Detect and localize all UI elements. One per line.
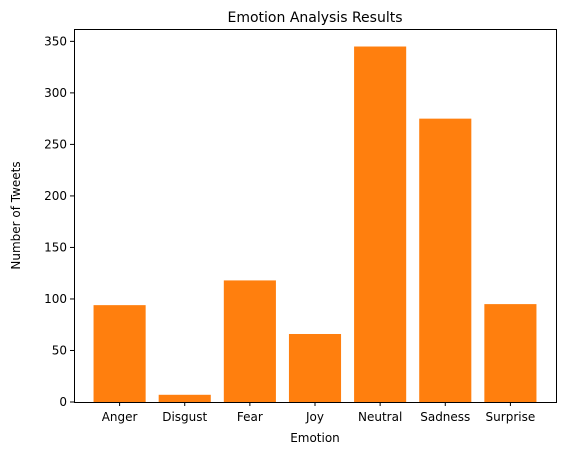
y-tick-label: 250 — [44, 137, 67, 151]
x-tick-label: Joy — [305, 410, 324, 424]
x-tick-label: Fear — [237, 410, 263, 424]
y-tick-label: 300 — [44, 86, 67, 100]
bars-group — [94, 47, 537, 402]
x-tick-label: Sadness — [420, 410, 470, 424]
y-axis-ticks: 0 50 100 150 200 250 300 350 — [44, 34, 74, 409]
x-tick-label: Neutral — [358, 410, 402, 424]
y-tick-label: 200 — [44, 189, 67, 203]
y-tick-label: 150 — [44, 240, 67, 254]
x-tick-label: Surprise — [486, 410, 536, 424]
bar-anger — [94, 305, 146, 402]
y-tick-label: 100 — [44, 292, 67, 306]
bar-neutral — [354, 47, 406, 402]
chart-title: Emotion Analysis Results — [228, 10, 403, 26]
y-tick-label: 50 — [52, 343, 67, 357]
bar-surprise — [484, 304, 536, 402]
bar-sadness — [419, 119, 471, 402]
bar-joy — [289, 334, 341, 402]
x-axis-title: Emotion — [290, 431, 340, 445]
bar-fear — [224, 280, 276, 402]
y-tick-label: 350 — [44, 34, 67, 48]
y-tick-label: 0 — [59, 395, 67, 409]
x-tick-label: Disgust — [162, 410, 207, 424]
x-axis-ticks: Anger Disgust Fear Joy Neutral Sadness Surpris… — [102, 402, 536, 424]
bar-disgust — [159, 395, 211, 402]
x-tick-label: Anger — [102, 410, 138, 424]
y-axis-title: Number of Tweets — [9, 161, 23, 269]
